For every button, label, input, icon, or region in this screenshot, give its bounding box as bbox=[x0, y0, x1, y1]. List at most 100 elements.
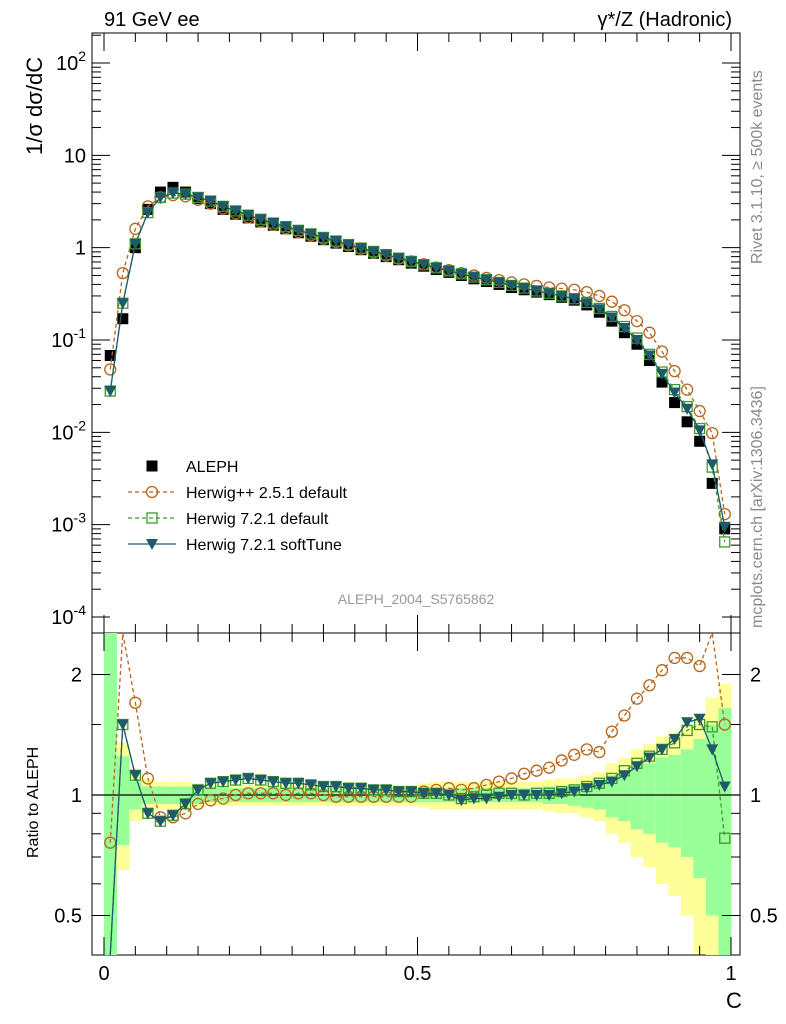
data-point-aleph bbox=[117, 313, 129, 325]
data-point-herwig-7-2-1-softtune bbox=[530, 285, 543, 297]
data-point-herwig-7-2-1-softtune bbox=[618, 770, 631, 782]
data-point-herwig-7-2-1-softtune bbox=[217, 201, 230, 213]
data-point-herwig-2-5-1-default bbox=[555, 754, 568, 767]
data-point-herwig-7-2-1-softtune bbox=[706, 459, 719, 471]
data-point-aleph bbox=[669, 397, 681, 409]
data-point-herwig-7-2-1-softtune bbox=[681, 717, 694, 729]
data-point-herwig-7-2-1-softtune bbox=[204, 778, 217, 790]
data-point-herwig-7-2-1-softtune bbox=[630, 761, 643, 773]
data-point-herwig-7-2-1-softtune bbox=[543, 790, 556, 801]
data-point-herwig-7-2-1-softtune bbox=[317, 232, 330, 244]
data-point-herwig-2-5-1-default bbox=[580, 743, 593, 756]
data-point-herwig-7-2-1-softtune bbox=[668, 734, 681, 746]
data-point-herwig-2-5-1-default bbox=[643, 679, 656, 692]
inner-band-bin bbox=[630, 766, 644, 830]
data-point-herwig-2-5-1-default bbox=[680, 383, 694, 396]
energy-label: 91 GeV ee bbox=[104, 9, 200, 31]
data-point-herwig-7-2-1-softtune bbox=[430, 262, 443, 274]
data-point-herwig-7-2-1-softtune bbox=[179, 798, 192, 810]
main-y-tick-label: 102 bbox=[56, 48, 86, 75]
data-point-herwig-2-5-1-default bbox=[643, 326, 656, 339]
data-point-herwig-7-2-1-softtune bbox=[555, 788, 568, 800]
data-point-herwig-2-5-1-default bbox=[267, 787, 280, 800]
series-herwig-7-2-1-softtune bbox=[104, 188, 731, 533]
data-point-herwig-7-2-1-softtune bbox=[480, 793, 493, 805]
data-point-herwig-7-2-1-softtune bbox=[192, 784, 205, 796]
data-point-herwig-7-2-1-softtune bbox=[718, 781, 731, 793]
main-y-tick-label: 10-2 bbox=[51, 417, 86, 444]
data-point-herwig-7-2-1-softtune bbox=[442, 790, 455, 801]
data-point-herwig-7-2-1-softtune bbox=[668, 387, 681, 399]
data-point-herwig-7-2-1-softtune bbox=[267, 776, 280, 788]
legend-marker-herwig-2-5-1-default bbox=[145, 485, 159, 499]
data-point-herwig-7-2-1-softtune bbox=[681, 403, 694, 415]
data-point-herwig-7-2-1-softtune bbox=[254, 775, 267, 787]
data-point-herwig-7-2-1-softtune bbox=[279, 221, 292, 233]
data-point-herwig-2-5-1-default bbox=[655, 664, 669, 677]
data-point-herwig-7-2-1-softtune bbox=[154, 192, 167, 204]
data-point-herwig-7-2-1-default bbox=[706, 721, 718, 733]
data-point-herwig-7-2-1-softtune bbox=[480, 274, 493, 286]
data-point-herwig-7-2-1-softtune bbox=[392, 253, 405, 265]
legend: ALEPH Herwig++ 2.5.1 default Herwig 7.2.1 … bbox=[128, 459, 348, 554]
data-point-herwig-7-2-1-softtune bbox=[656, 744, 669, 756]
data-point-herwig-7-2-1-softtune bbox=[455, 268, 468, 280]
data-point-herwig-7-2-1-softtune bbox=[304, 228, 317, 240]
data-point-herwig-7-2-1-softtune bbox=[580, 783, 593, 795]
series-herwig-7-2-1-softtune bbox=[109, 713, 731, 956]
data-point-herwig-7-2-1-softtune bbox=[493, 791, 506, 803]
data-point-herwig-2-5-1-default bbox=[718, 718, 731, 731]
main-y-axis-label: 1/σ dσ/dC bbox=[22, 57, 47, 155]
ratio-y-tick-label: 1 bbox=[71, 785, 82, 807]
main-y-tick-label: 10-3 bbox=[51, 510, 86, 537]
data-point-herwig-7-2-1-softtune bbox=[405, 786, 418, 798]
series-layer bbox=[104, 181, 731, 956]
inner-band-bin bbox=[104, 633, 118, 955]
ratio-y-axis-label: Ratio to ALEPH bbox=[25, 747, 42, 858]
inner-band-bin bbox=[668, 754, 682, 848]
inner-band-bin bbox=[618, 772, 632, 822]
data-point-herwig-7-2-1-softtune bbox=[292, 778, 305, 790]
data-point-herwig-7-2-1-softtune bbox=[643, 752, 656, 764]
data-point-herwig-7-2-1-softtune bbox=[505, 280, 518, 292]
mcplots-label: mcplots.cern.ch [arXiv:1306.3436] bbox=[749, 386, 766, 628]
data-point-herwig-7-2-1-softtune bbox=[568, 293, 581, 305]
data-point-herwig-2-5-1-default bbox=[204, 794, 217, 807]
data-point-herwig-7-2-1-softtune bbox=[141, 207, 154, 219]
data-point-aleph bbox=[104, 349, 116, 361]
data-point-herwig-7-2-1-default bbox=[719, 536, 731, 548]
legend-marker-aleph bbox=[146, 460, 158, 472]
data-point-aleph bbox=[681, 416, 693, 428]
data-point-herwig-7-2-1-softtune bbox=[518, 790, 531, 801]
legend-label-herwig-2-5-1-default: Herwig++ 2.5.1 default bbox=[186, 485, 348, 502]
data-point-herwig-7-2-1-softtune bbox=[355, 243, 368, 255]
ratio-y-tick-label: 0.5 bbox=[54, 906, 82, 928]
ratio-y-tick-label: 2 bbox=[71, 665, 82, 687]
data-point-herwig-2-5-1-default bbox=[229, 788, 242, 802]
inner-band-bin bbox=[705, 724, 719, 916]
data-point-herwig-2-5-1-default bbox=[668, 651, 681, 665]
legend-label-herwig-7-2-1-default: Herwig 7.2.1 default bbox=[186, 511, 329, 528]
data-point-herwig-2-5-1-default bbox=[568, 748, 581, 761]
inner-band-bin bbox=[680, 749, 694, 858]
data-point-herwig-7-2-1-softtune bbox=[229, 775, 242, 787]
data-point-herwig-7-2-1-softtune bbox=[405, 256, 418, 268]
x-axis-label: C bbox=[726, 988, 742, 1013]
data-point-herwig-7-2-1-softtune bbox=[593, 304, 606, 316]
data-point-herwig-2-5-1-default bbox=[242, 787, 255, 800]
data-point-herwig-7-2-1-softtune bbox=[279, 778, 292, 790]
data-point-herwig-2-5-1-default bbox=[141, 772, 155, 785]
inner-band-bin bbox=[693, 739, 707, 879]
data-point-herwig-7-2-1-softtune bbox=[530, 790, 543, 801]
data-point-herwig-2-5-1-default bbox=[605, 295, 619, 308]
data-point-herwig-7-2-1-softtune bbox=[442, 265, 455, 277]
data-point-herwig-2-5-1-default bbox=[668, 364, 681, 378]
data-point-herwig-7-2-1-softtune bbox=[417, 259, 430, 271]
data-point-herwig-7-2-1-softtune bbox=[630, 335, 643, 346]
data-point-herwig-7-2-1-softtune bbox=[292, 225, 305, 237]
data-point-herwig-2-5-1-default bbox=[718, 507, 731, 521]
data-point-herwig-7-2-1-softtune bbox=[467, 793, 480, 805]
inner-band-bin bbox=[643, 763, 657, 834]
data-point-herwig-7-2-1-softtune bbox=[693, 425, 706, 437]
